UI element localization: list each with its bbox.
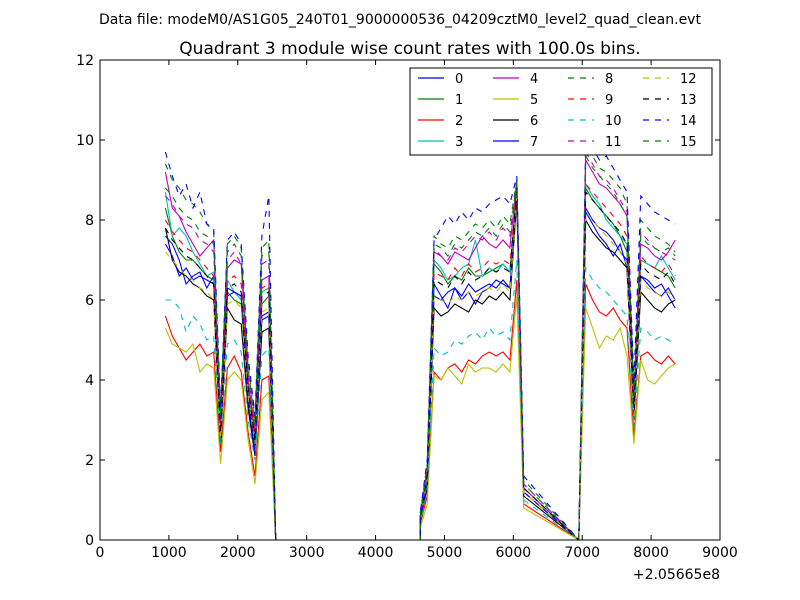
legend-label-12: 12 xyxy=(680,72,697,87)
y-tick-label: 8 xyxy=(85,213,94,229)
y-tick-label: 10 xyxy=(76,133,94,149)
series-line-13 xyxy=(164,190,676,540)
x-tick-label: 0 xyxy=(96,545,105,561)
legend-label-8: 8 xyxy=(605,72,613,87)
x-axis: 0 1000 2000 3000 4000 5000 6000 7000 8000 9000 xyxy=(96,60,738,561)
legend-label-11: 11 xyxy=(605,135,622,150)
legend-label-13: 13 xyxy=(680,93,697,108)
series-layer xyxy=(164,138,676,540)
y-tick-label: 0 xyxy=(85,533,94,549)
x-tick-label: 7000 xyxy=(564,545,600,561)
series-line-2 xyxy=(164,279,676,540)
legend-label-15: 15 xyxy=(680,135,697,150)
legend-label-1: 1 xyxy=(455,93,463,108)
chart-title: Quadrant 3 module wise count rates with … xyxy=(179,39,640,59)
x-offset-label: +2.05665e8 xyxy=(633,567,720,583)
suptitle: Data file: modeM0/AS1G05_240T01_90000005… xyxy=(99,12,701,28)
x-tick-label: 3000 xyxy=(289,545,325,561)
series-line-12 xyxy=(164,195,676,540)
legend-label-14: 14 xyxy=(680,114,697,129)
x-tick-label: 5000 xyxy=(427,545,463,561)
x-tick-label: 4000 xyxy=(358,545,394,561)
series-line-14 xyxy=(164,138,676,540)
x-tick-label: 9000 xyxy=(702,545,738,561)
legend-label-10: 10 xyxy=(605,114,622,129)
legend-label-9: 9 xyxy=(605,93,613,108)
legend-label-6: 6 xyxy=(530,114,538,129)
legend-box xyxy=(409,67,713,156)
legend-label-7: 7 xyxy=(530,135,538,150)
y-tick-label: 4 xyxy=(85,373,94,389)
legend-label-4: 4 xyxy=(530,72,538,87)
y-tick-label: 6 xyxy=(85,293,94,309)
x-tick-label: 8000 xyxy=(633,545,669,561)
x-tick-label: 6000 xyxy=(496,545,532,561)
plot-area: 0 1000 2000 3000 4000 5000 6000 7000 8000 9000 0 2… xyxy=(76,53,738,583)
series-line-9 xyxy=(164,182,676,540)
series-line-5 xyxy=(164,295,676,540)
x-tick-label: 2000 xyxy=(220,545,256,561)
series-line-15 xyxy=(164,154,676,540)
x-tick-label: 1000 xyxy=(151,545,187,561)
legend-label-0: 0 xyxy=(455,72,463,87)
legend-label-5: 5 xyxy=(530,93,538,108)
legend-label-3: 3 xyxy=(455,135,463,150)
legend-label-2: 2 xyxy=(455,114,463,129)
series-line-11 xyxy=(164,150,676,540)
series-line-10 xyxy=(165,259,676,540)
y-tick-label: 2 xyxy=(85,453,94,469)
y-tick-label: 12 xyxy=(76,53,94,69)
